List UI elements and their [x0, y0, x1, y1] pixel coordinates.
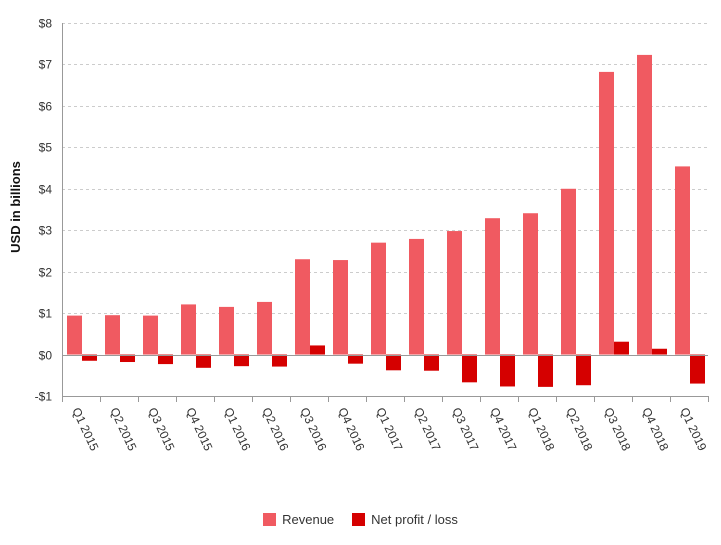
legend-swatch-net-profit-loss [352, 513, 366, 526]
bar-net-profit-loss[interactable] [424, 354, 439, 371]
x-tick-label: Q2 2015 [107, 405, 139, 453]
x-tick-label: Q2 2017 [411, 405, 443, 453]
bar-revenue[interactable] [447, 231, 462, 355]
bar-revenue[interactable] [485, 218, 500, 355]
axes [62, 23, 708, 401]
x-tick-label: Q3 2018 [601, 405, 633, 453]
bar-net-profit-loss[interactable] [196, 354, 211, 368]
bar-net-profit-loss[interactable] [538, 354, 553, 387]
bar-revenue[interactable] [561, 188, 576, 355]
legend-item-revenue[interactable]: Revenue [263, 512, 334, 527]
bar-net-profit-loss[interactable] [500, 354, 515, 387]
y-axis-title: USD in billions [8, 161, 23, 253]
y-tick-label: $7 [39, 58, 53, 72]
bar-net-profit-loss[interactable] [462, 354, 477, 383]
x-tick-label: Q4 2018 [639, 405, 671, 453]
x-tick-label: Q2 2018 [563, 405, 595, 453]
bar-revenue[interactable] [257, 301, 272, 355]
x-axis-ticks: Q1 2015 Q2 2015 Q3 2015 Q4 2015 Q1 2016 Q2 20… [62, 396, 710, 453]
legend-label-net-profit-loss: Net profit / loss [371, 512, 458, 527]
legend-swatch-revenue [263, 513, 277, 526]
y-tick-label: $6 [39, 100, 53, 114]
bar-revenue[interactable] [523, 213, 538, 355]
bar-revenue[interactable] [295, 259, 310, 355]
x-tick-label: Q4 2017 [487, 405, 519, 453]
y-tick-label: $8 [39, 17, 53, 31]
y-tick-label: $2 [39, 266, 53, 280]
x-tick-label: Q4 2016 [335, 405, 367, 453]
legend-label-revenue: Revenue [282, 512, 335, 527]
bar-revenue[interactable] [105, 315, 120, 355]
x-tick-label: Q1 2016 [221, 405, 253, 453]
bar-revenue[interactable] [409, 238, 424, 355]
x-tick-label: Q1 2015 [69, 405, 101, 453]
bar-net-profit-loss[interactable] [348, 354, 363, 364]
y-tick-label: $5 [39, 141, 53, 155]
revenue-profit-chart: -$1$0$1$2$3$4$5$6$7$8 Q1 2015 Q2 2015 Q3 2… [8, 17, 710, 454]
bar-net-profit-loss[interactable] [576, 354, 591, 386]
bar-net-profit-loss[interactable] [82, 354, 97, 361]
bar-revenue[interactable] [333, 260, 348, 355]
x-tick-label: Q3 2017 [449, 405, 481, 453]
bar-net-profit-loss[interactable] [652, 348, 667, 355]
x-tick-label: Q2 2016 [259, 405, 291, 453]
bar-revenue[interactable] [143, 315, 158, 355]
y-tick-label: $4 [39, 183, 53, 197]
bar-net-profit-loss[interactable] [120, 354, 135, 363]
x-tick-label: Q1 2017 [373, 405, 405, 453]
bar-net-profit-loss[interactable] [272, 354, 287, 367]
bar-net-profit-loss[interactable] [234, 354, 249, 367]
x-tick-label: Q4 2015 [183, 405, 215, 453]
legend-item-net-profit-loss[interactable]: Net profit / loss [352, 512, 458, 527]
y-tick-label: $1 [39, 307, 53, 321]
x-tick-label: Q3 2015 [145, 405, 177, 453]
bar-revenue[interactable] [675, 166, 690, 355]
y-tick-label: $3 [39, 224, 53, 238]
bar-revenue[interactable] [599, 71, 614, 355]
bars [67, 54, 705, 387]
bar-revenue[interactable] [371, 242, 386, 355]
x-tick-label: Q3 2016 [297, 405, 329, 453]
legend: Revenue Net profit / loss [0, 512, 721, 527]
bar-revenue[interactable] [219, 306, 234, 355]
bar-net-profit-loss[interactable] [614, 341, 629, 355]
y-tick-label: $0 [39, 349, 53, 363]
x-tick-label: Q1 2018 [525, 405, 557, 453]
bar-net-profit-loss[interactable] [310, 345, 325, 355]
bar-net-profit-loss[interactable] [386, 354, 401, 371]
bar-net-profit-loss[interactable] [158, 354, 173, 365]
bar-revenue[interactable] [181, 304, 196, 355]
y-axis-ticks: -$1 $0 $1 $2 $3 $4 $5 $6 $7 $8 [35, 17, 53, 404]
bar-revenue[interactable] [67, 315, 82, 355]
y-tick-label: -$1 [35, 390, 53, 404]
bar-revenue[interactable] [637, 54, 652, 355]
bar-net-profit-loss[interactable] [690, 354, 705, 384]
x-tick-label: Q1 2019 [677, 405, 709, 453]
